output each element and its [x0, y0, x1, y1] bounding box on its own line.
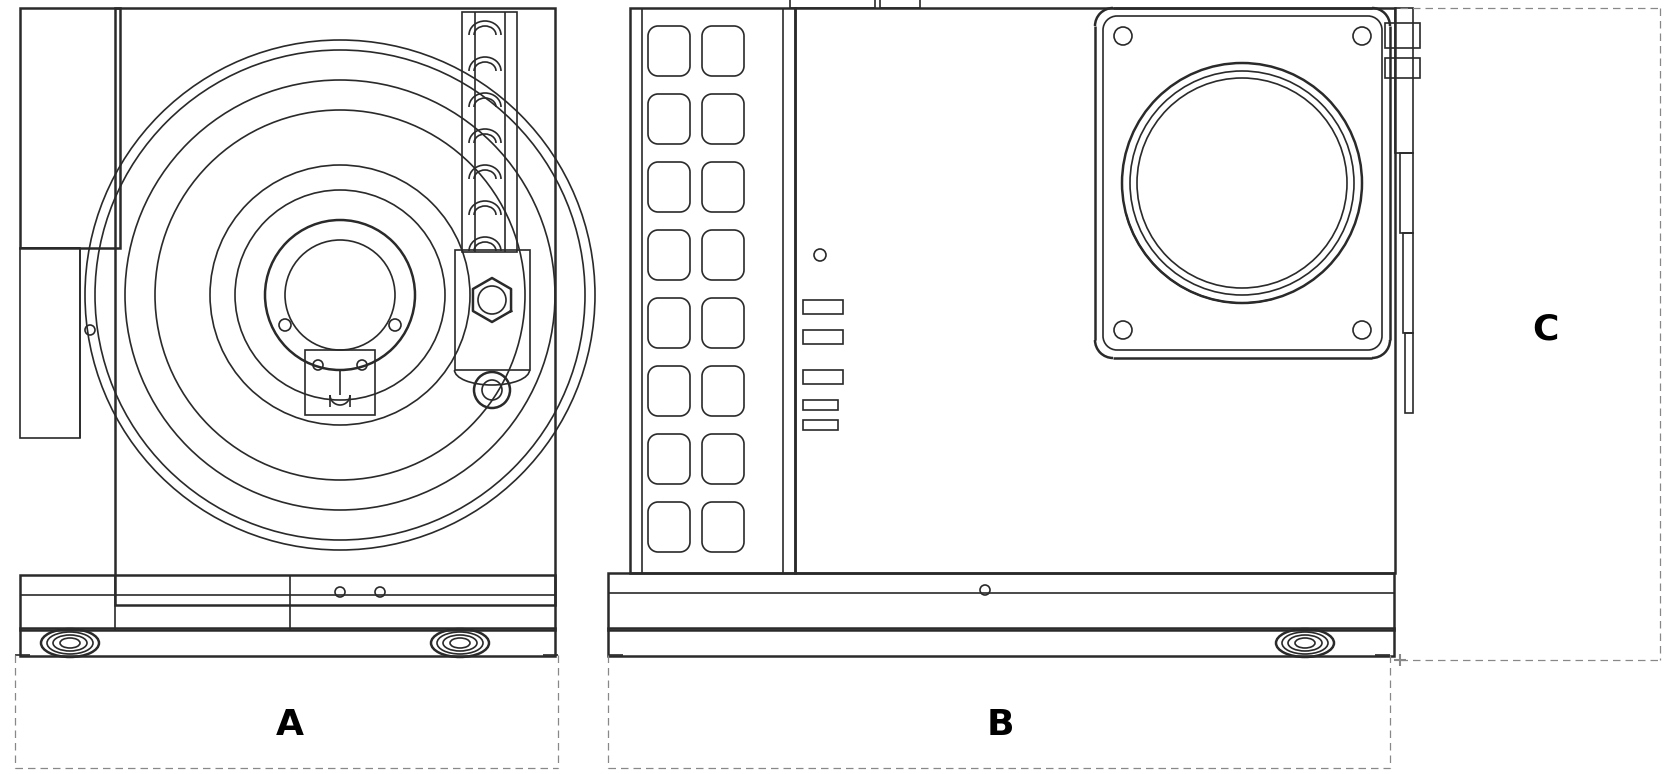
- Bar: [802, 330, 842, 344]
- Bar: [802, 370, 842, 384]
- Bar: [20, 628, 555, 656]
- Bar: [115, 8, 555, 605]
- Bar: [796, 8, 1394, 573]
- Bar: [802, 300, 842, 314]
- Bar: [802, 420, 837, 430]
- Text: C: C: [1531, 313, 1558, 347]
- Bar: [1404, 333, 1413, 413]
- Bar: [609, 573, 1394, 630]
- Bar: [609, 628, 1394, 656]
- Bar: [305, 350, 375, 415]
- Bar: [881, 0, 921, 8]
- Bar: [1384, 23, 1419, 48]
- Bar: [1384, 58, 1419, 78]
- Text: A: A: [275, 708, 304, 742]
- Bar: [802, 400, 837, 410]
- Bar: [631, 8, 796, 573]
- Bar: [791, 0, 876, 8]
- Bar: [20, 8, 120, 248]
- Text: B: B: [986, 708, 1014, 742]
- Bar: [20, 575, 555, 630]
- Bar: [1399, 153, 1413, 233]
- Bar: [1394, 8, 1413, 153]
- Bar: [455, 250, 530, 370]
- Bar: [1403, 233, 1413, 333]
- Bar: [20, 248, 80, 438]
- Bar: [462, 12, 517, 252]
